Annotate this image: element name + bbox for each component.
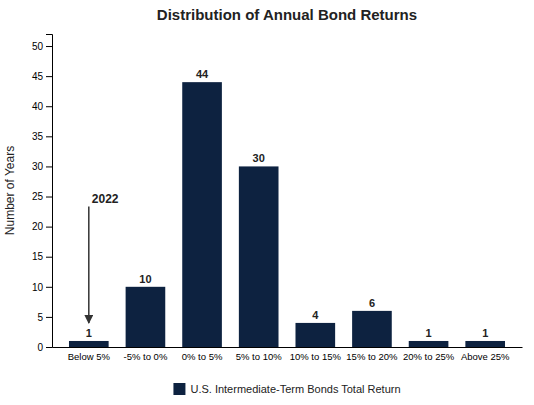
bar [352,311,392,347]
y-tick-mark [46,166,52,167]
chart: 0 5 10 15 20 25 30 35 40 45 50 Below 5% -5% to 0% 0% … [0,0,534,405]
y-tick-mark [46,347,52,348]
data-label: 44 [196,68,209,80]
x-tick: Below 5% [68,347,111,362]
legend-swatch [173,383,185,395]
x-tick-label: Above 25% [461,351,510,362]
y-tick: 50 [32,41,52,52]
y-tick-label: 10 [32,282,44,293]
legend-item: U.S. Intermediate-Term Bonds Total Retur… [173,383,400,395]
y-tick-mark [46,257,52,258]
bar [182,82,222,347]
y-tick: 35 [32,131,52,142]
x-axis-line [53,347,523,348]
y-tick-mark [46,227,52,228]
x-tick: 15% to 20% [346,347,398,362]
y-tick-label: 5 [37,312,43,323]
y-tick-mark [46,317,52,318]
y-tick-label: 35 [32,131,44,142]
y-tick: 20 [32,221,52,232]
y-tick-mark [46,287,52,288]
annotation-text: 2022 [92,192,119,206]
y-tick-mark [46,136,52,137]
y-tick: 40 [32,101,52,112]
y-tick-mark [46,197,52,198]
data-label: 30 [253,152,265,164]
x-tick-label: 5% to 10% [236,351,282,362]
y-tick-label: 0 [37,342,43,353]
x-tick-label: 15% to 20% [346,351,398,362]
x-tick: 10% to 15% [290,347,342,362]
y-tick-mark [46,76,52,77]
x-tick-label: 10% to 15% [290,351,342,362]
y-axis-line [46,35,53,348]
y-axis: 0 5 10 15 20 25 30 35 40 45 50 [32,35,53,353]
annotation: 2022 [89,192,119,323]
legend: U.S. Intermediate-Term Bonds Total Retur… [173,383,400,395]
y-tick: 15 [32,251,52,262]
y-tick: 30 [32,161,52,172]
x-tick: 20% to 25% [403,347,455,362]
x-tick-label: 0% to 5% [182,351,223,362]
y-tick-mark [46,106,52,107]
bar [69,341,109,347]
y-tick-label: 40 [32,101,44,112]
title: Distribution of Annual Bond Returns [157,6,417,23]
annotation-arrow [88,207,90,323]
x-tick: 0% to 5% [182,347,223,362]
x-tick: 5% to 10% [236,347,282,362]
x-tick: Above 25% [461,347,510,362]
y-tick-label: 25 [32,191,44,202]
y-tick: 0 [37,342,52,353]
plot: 0 5 10 15 20 25 30 35 40 45 50 Below 5% -5% to 0% 0% … [32,35,523,362]
y-tick: 45 [32,71,52,82]
y-axis-title: Number of Years [3,146,17,235]
bar [409,341,449,347]
y-tick-label: 45 [32,71,44,82]
y-tick-label: 50 [32,41,44,52]
x-tick: -5% to 0% [124,347,168,362]
bar [239,166,279,347]
data-label: 1 [482,327,488,339]
y-tick-label: 30 [32,161,44,172]
y-tick-mark [46,46,52,47]
data-label: 4 [312,309,319,321]
legend-label: U.S. Intermediate-Term Bonds Total Retur… [190,383,400,395]
y-tick-label: 15 [32,251,44,262]
data-label: 1 [86,327,92,339]
x-axis: Below 5% -5% to 0% 0% to 5% 5% to 10% 10% to… [53,347,523,362]
x-tick-label: -5% to 0% [124,351,168,362]
y-tick: 10 [32,282,52,293]
bar [295,323,335,347]
data-labels: 1 10 44 30 4 6 1 1 [86,68,489,339]
bars [69,82,505,347]
data-label: 1 [426,327,432,339]
bar [465,341,505,347]
x-tick-label: 20% to 25% [403,351,455,362]
bar [126,287,166,347]
y-tick: 25 [32,191,52,202]
data-label: 6 [369,297,375,309]
x-tick-label: Below 5% [68,351,111,362]
y-tick-label: 20 [32,221,44,232]
data-label: 10 [139,273,151,285]
y-tick: 5 [37,312,52,323]
